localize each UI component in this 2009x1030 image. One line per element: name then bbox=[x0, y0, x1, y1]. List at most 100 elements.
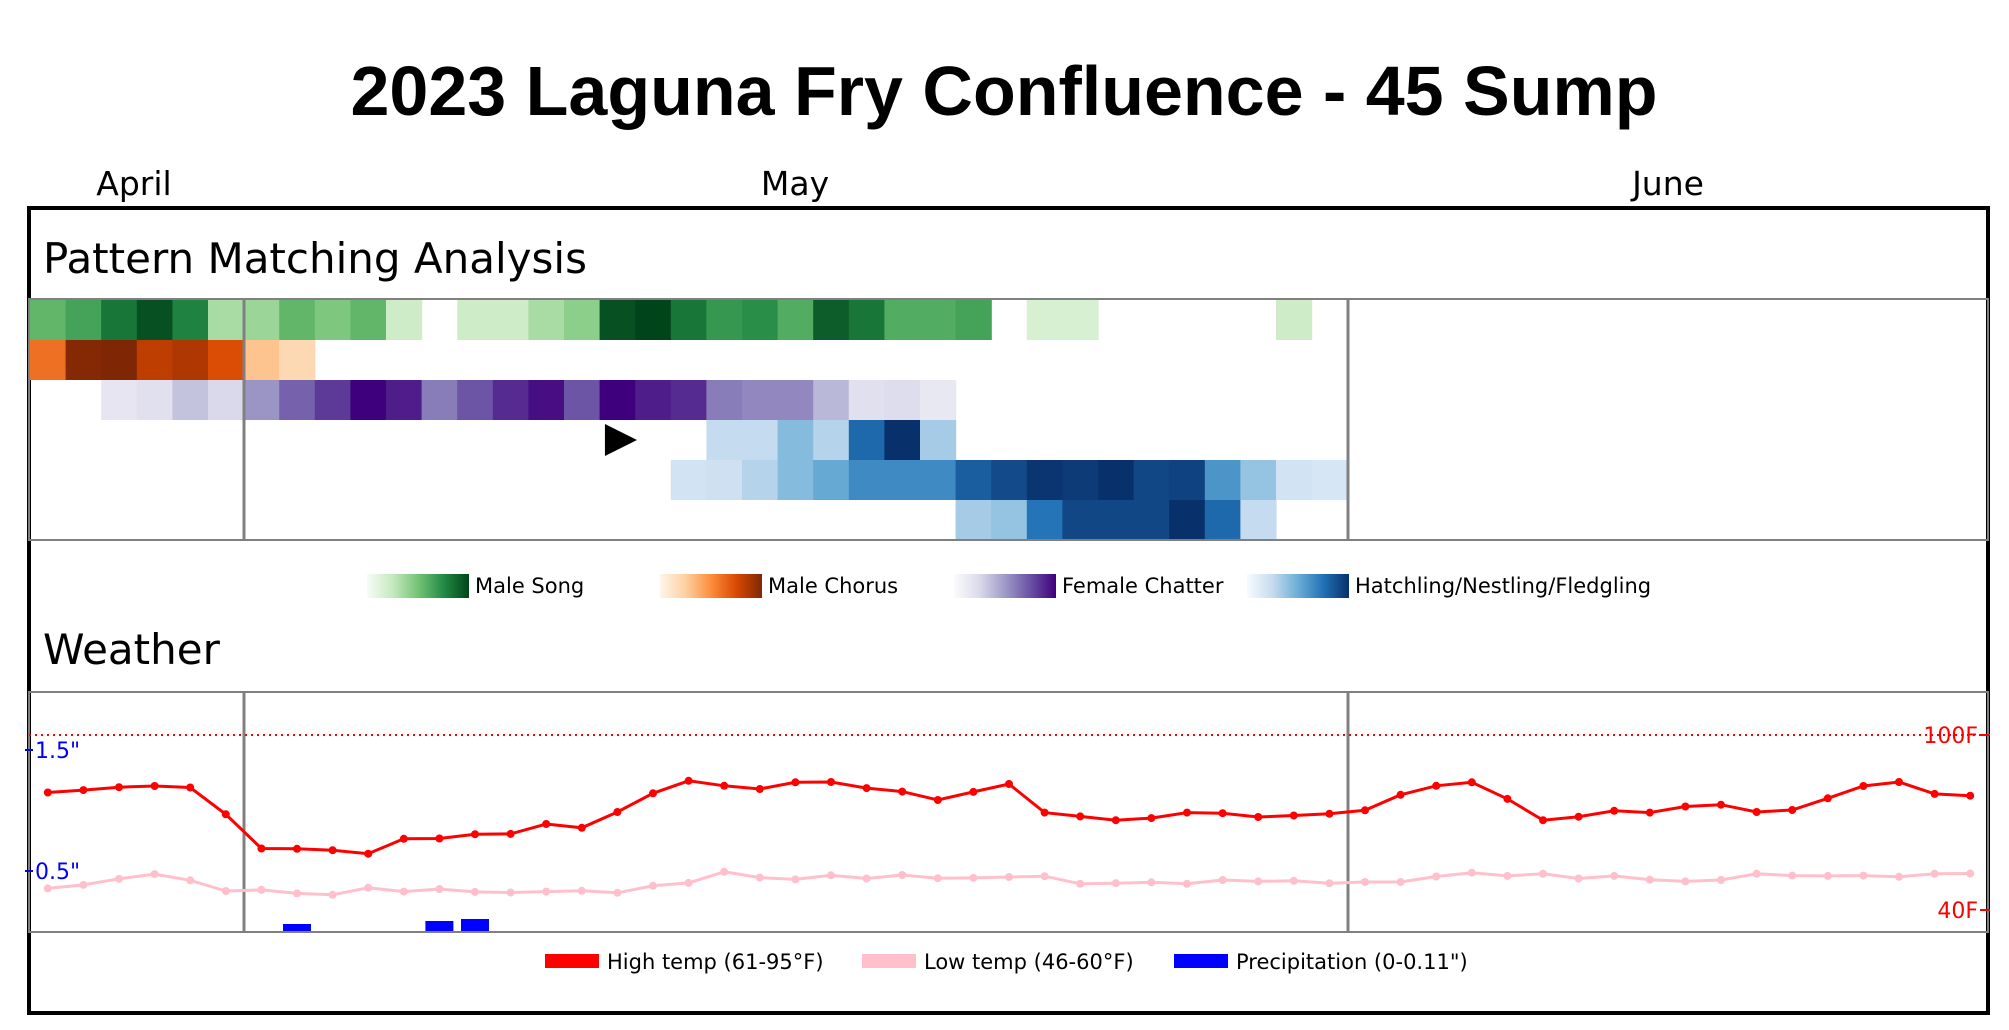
heatmap-cell bbox=[706, 420, 743, 460]
heatmap-cell bbox=[670, 380, 707, 420]
month-label-may: May bbox=[761, 164, 829, 203]
heatmap-cell bbox=[136, 380, 173, 420]
high-temp-point bbox=[1147, 814, 1156, 823]
heatmap-cell bbox=[30, 340, 67, 380]
heatmap-cell bbox=[884, 420, 921, 460]
heatmap-cell bbox=[564, 380, 601, 420]
heatmap-cell bbox=[920, 420, 957, 460]
heatmap-cell bbox=[635, 380, 672, 420]
low-temp-point bbox=[684, 878, 693, 887]
high-temp-point bbox=[257, 844, 266, 853]
heatmap-cell bbox=[1276, 460, 1313, 500]
heatmap-cell bbox=[1276, 300, 1313, 340]
low-temp-point bbox=[933, 874, 942, 883]
low-temp-point bbox=[43, 884, 52, 893]
heatmap-cell bbox=[1240, 500, 1277, 540]
high-temp-layer bbox=[43, 776, 1975, 858]
heatmap-cell bbox=[1062, 300, 1099, 340]
heatmap-cell bbox=[670, 300, 707, 340]
heatmap-cell bbox=[991, 500, 1028, 540]
heatmap-cell bbox=[635, 300, 672, 340]
precip-layer bbox=[283, 919, 489, 931]
heatmap-cell bbox=[884, 300, 921, 340]
high-temp-point bbox=[1076, 812, 1085, 821]
pattern-section-title: Pattern Matching Analysis bbox=[43, 234, 587, 283]
high-temp-point bbox=[364, 849, 373, 858]
heatmap-cell bbox=[920, 300, 957, 340]
high-temp-point bbox=[649, 789, 657, 798]
heatmap-layer bbox=[30, 300, 1348, 540]
high-temp-point bbox=[1467, 778, 1476, 787]
low-temp-point bbox=[1076, 879, 1085, 888]
high-temp-point bbox=[1361, 806, 1369, 815]
legend-label-2: Female Chatter bbox=[1062, 574, 1224, 598]
heatmap-cell bbox=[1240, 460, 1277, 500]
high-temp-point bbox=[1396, 790, 1405, 799]
low-temp-point bbox=[506, 888, 515, 897]
high-temp-point bbox=[1788, 806, 1797, 814]
heatmap-cell bbox=[1204, 500, 1241, 540]
high-temp-line bbox=[47, 779, 1971, 856]
low-temp-point bbox=[1467, 868, 1476, 877]
weather-legend-swatch-0 bbox=[545, 954, 599, 968]
low-temp-layer bbox=[43, 867, 1975, 899]
heatmap-cell bbox=[777, 300, 814, 340]
precip-bar bbox=[425, 921, 454, 931]
heatmap-cell bbox=[136, 340, 173, 380]
heatmap-cell bbox=[101, 340, 138, 380]
high-temp-point bbox=[1503, 794, 1512, 803]
low-temp-point bbox=[150, 870, 159, 879]
heatmap-cell bbox=[599, 380, 636, 420]
heatmap-cell bbox=[279, 300, 316, 340]
heatmap-cell bbox=[208, 300, 245, 340]
heatmap-cell bbox=[492, 380, 529, 420]
heatmap-cell bbox=[30, 300, 67, 340]
low-temp-point bbox=[1396, 878, 1405, 886]
high-temp-point bbox=[1574, 812, 1583, 821]
high-temp-point bbox=[115, 783, 123, 792]
heatmap-cell bbox=[279, 340, 316, 380]
low-temp-point bbox=[221, 887, 230, 895]
heatmap-cell bbox=[564, 300, 601, 340]
heatmap-cell bbox=[955, 500, 992, 540]
high-temp-point bbox=[1645, 808, 1654, 817]
legend-label-0: Male Song bbox=[475, 574, 584, 598]
heatmap-cell bbox=[884, 380, 921, 420]
low-temp-point bbox=[1325, 879, 1334, 888]
low-temp-point bbox=[1823, 871, 1832, 880]
temp-label-40f: 40F bbox=[1937, 899, 1978, 924]
heatmap-cell bbox=[777, 420, 814, 460]
low-temp-point bbox=[827, 871, 835, 880]
high-temp-point bbox=[293, 844, 301, 853]
heatmap-cell bbox=[920, 380, 957, 420]
low-temp-point bbox=[435, 885, 444, 893]
high-temp-point bbox=[969, 787, 978, 796]
low-temp-point bbox=[364, 883, 373, 892]
heatmap-cell bbox=[172, 380, 209, 420]
high-temp-point bbox=[1325, 809, 1334, 818]
low-temp-point bbox=[1574, 874, 1583, 883]
heatmap-cell bbox=[386, 300, 423, 340]
heatmap-cell bbox=[670, 460, 707, 500]
low-temp-point bbox=[1289, 876, 1298, 885]
weather-legend: High temp (61-95°F) Low temp (46-60°F) Pre… bbox=[545, 950, 1468, 974]
heatmap-cell bbox=[706, 300, 743, 340]
heatmap-cell bbox=[813, 460, 850, 500]
heatmap-cell bbox=[1098, 460, 1135, 500]
weather-legend-label-0: High temp (61-95°F) bbox=[607, 950, 824, 974]
low-temp-point bbox=[1361, 878, 1369, 886]
heatmap-cell bbox=[172, 340, 209, 380]
heatmap-cell bbox=[742, 460, 779, 500]
heatmap-cell bbox=[65, 340, 102, 380]
heatmap-cell bbox=[599, 300, 636, 340]
heatmap-cell bbox=[848, 300, 885, 340]
high-temp-point bbox=[1823, 794, 1832, 803]
high-temp-point bbox=[1218, 809, 1227, 818]
heatmap-cell bbox=[848, 420, 885, 460]
low-temp-point bbox=[1539, 869, 1547, 878]
precip-bar bbox=[461, 919, 489, 931]
legend-swatch-0 bbox=[367, 574, 469, 598]
heatmap-cell bbox=[1133, 500, 1170, 540]
heatmap-cell bbox=[314, 300, 351, 340]
heatmap-cell bbox=[848, 460, 885, 500]
